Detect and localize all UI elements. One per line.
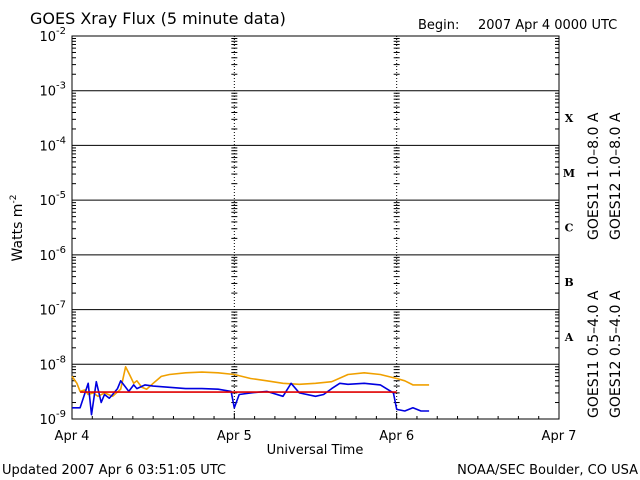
flare-class-X: X bbox=[565, 112, 574, 125]
y-tick-label: 10-8 bbox=[39, 354, 66, 373]
y-tick-label: 10-5 bbox=[39, 190, 66, 209]
y-tick-label: 10-2 bbox=[39, 26, 66, 45]
legend-group: GOES11 0.5–4.0 A GOES12 0.5–4.0 A bbox=[586, 290, 624, 418]
grid bbox=[72, 36, 559, 419]
x-tick-label: Apr 6 bbox=[379, 429, 414, 444]
flare-class-A: A bbox=[564, 331, 574, 344]
legend-group: GOES11 1.0–8.0 A GOES12 1.0–8.0 A bbox=[586, 112, 624, 240]
flare-class-C: C bbox=[565, 222, 574, 235]
footer-updated: Updated 2007 Apr 6 03:51:05 UTC bbox=[2, 463, 226, 478]
flare-class-B: B bbox=[564, 276, 573, 289]
x-axis-label: Universal Time bbox=[267, 443, 364, 458]
x-tick-label: Apr 7 bbox=[542, 429, 577, 444]
series-line bbox=[72, 379, 430, 416]
begin-label: Begin: bbox=[418, 18, 459, 33]
x-tick-label: Apr 5 bbox=[217, 429, 252, 444]
y-axis-label-text: Watts m bbox=[10, 204, 26, 262]
y-tick-label: 10-9 bbox=[39, 409, 66, 428]
legend-entry: GOES11 1.0–8.0 A bbox=[586, 112, 602, 240]
legend-entry: GOES12 0.5–4.0 A bbox=[608, 290, 624, 418]
y-axis-label: Watts m-2 bbox=[9, 195, 26, 262]
y-axis-label-sup: -2 bbox=[9, 195, 19, 204]
begin-value: 2007 Apr 4 0000 UTC bbox=[478, 18, 617, 33]
legend-right: GOES11 1.0–8.0 A GOES12 1.0–8.0 A GOES11 0… bbox=[586, 112, 624, 418]
y-tick-label: 10-3 bbox=[39, 81, 66, 100]
chart-title: GOES Xray Flux (5 minute data) bbox=[30, 9, 286, 28]
y-tick-label: 10-4 bbox=[39, 135, 66, 154]
y-tick-label: 10-6 bbox=[39, 245, 66, 264]
plot-frame bbox=[71, 35, 560, 420]
legend-entry: GOES12 1.0–8.0 A bbox=[608, 112, 624, 240]
y-tick-label: 10-7 bbox=[39, 300, 66, 319]
series-line bbox=[71, 365, 430, 398]
legend-entry: GOES11 0.5–4.0 A bbox=[586, 290, 602, 418]
footer-source: NOAA/SEC Boulder, CO USA bbox=[457, 463, 638, 478]
flare-class-labels: X M C B A bbox=[563, 112, 575, 344]
x-tick-label: Apr 4 bbox=[55, 429, 90, 444]
x-axis-ticks: Apr 4 Apr 5 Apr 6 Apr 7 bbox=[55, 413, 577, 444]
y-axis-ticks: 10-2 10-3 10-4 10-5 10-6 10-7 10-8 10-9 bbox=[39, 26, 559, 428]
series-lines bbox=[71, 365, 430, 416]
svg-text:Watts m-2: Watts m-2 bbox=[9, 195, 26, 262]
flare-class-M: M bbox=[563, 167, 575, 180]
